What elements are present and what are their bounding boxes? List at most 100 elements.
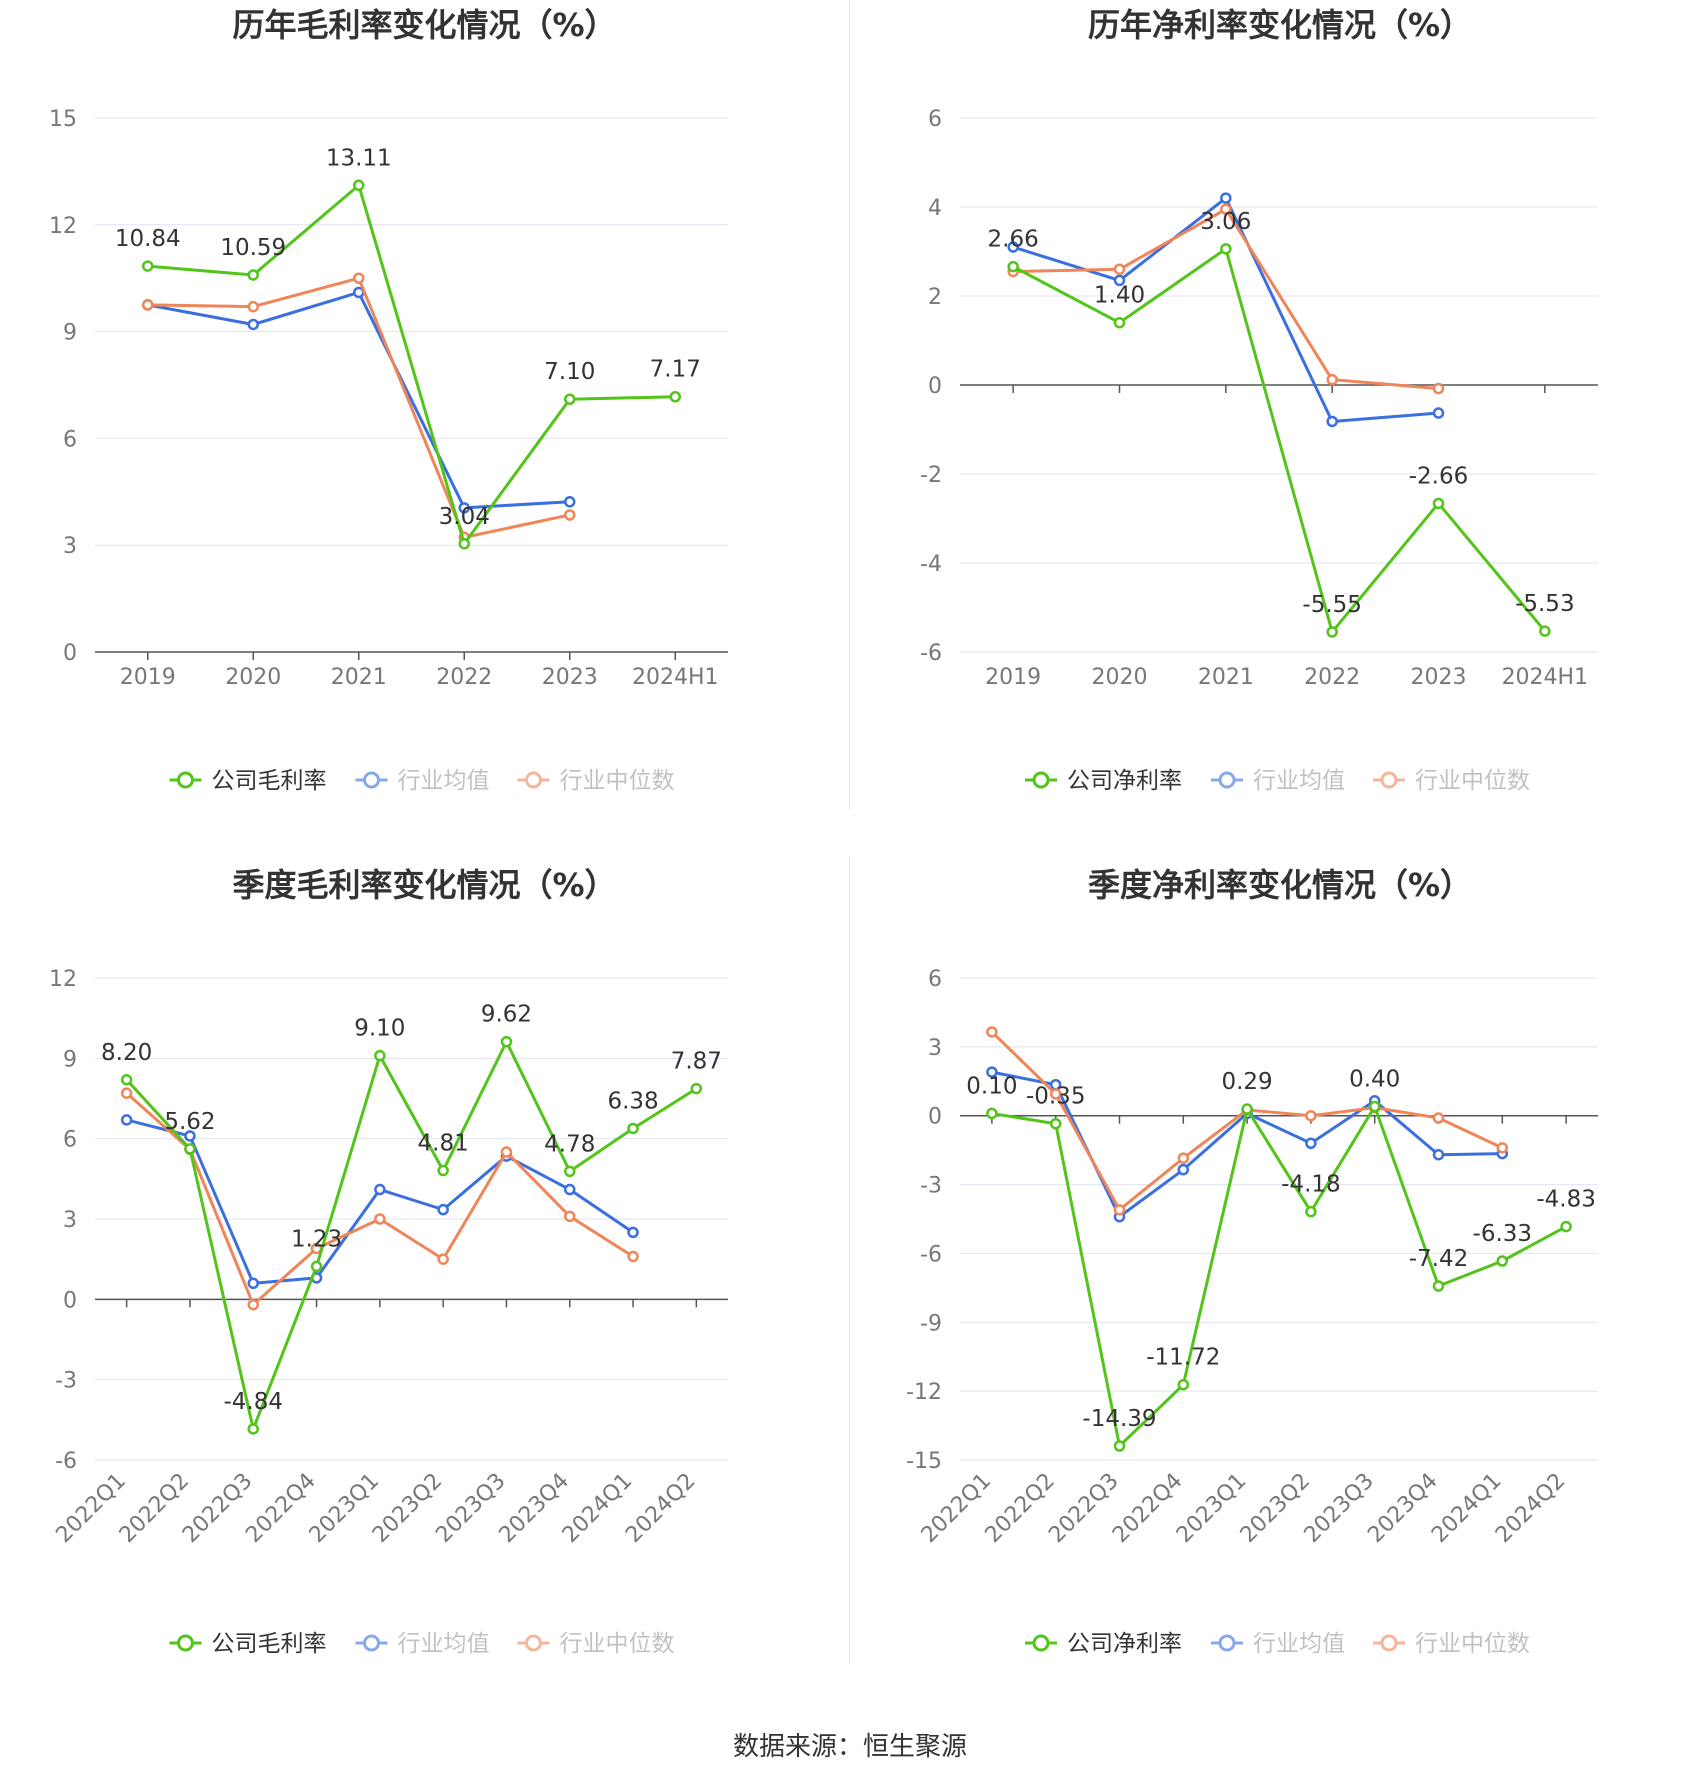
legend-item-company[interactable]: 公司毛利率 (169, 1631, 327, 1657)
data-point-company[interactable] (1305, 1205, 1317, 1218)
data-point-industry_median[interactable] (986, 1026, 998, 1038)
data-point-company[interactable] (564, 393, 576, 405)
data-point-company[interactable] (120, 1074, 133, 1086)
legend-item-company[interactable]: 公司净利率 (1025, 768, 1182, 794)
data-point-company[interactable] (184, 1143, 196, 1155)
x-tick-label: 2022Q2 (115, 1469, 194, 1548)
data-point-industry_median[interactable] (142, 299, 154, 311)
data-point-industry_median[interactable] (1177, 1152, 1190, 1164)
data-point-company[interactable] (1326, 626, 1338, 638)
y-tick-label: -9 (920, 1311, 942, 1336)
data-point-industry_median[interactable] (247, 1298, 259, 1311)
data-point-company[interactable] (1113, 316, 1126, 329)
data-point-company[interactable] (1368, 1100, 1381, 1113)
data-point-industry_avg[interactable] (184, 1130, 196, 1142)
data-point-company[interactable] (627, 1122, 639, 1135)
data-point-industry_median[interactable] (627, 1250, 639, 1263)
data-point-industry_avg[interactable] (1007, 241, 1019, 253)
data-point-company[interactable] (1241, 1103, 1253, 1115)
data-point-industry_avg[interactable] (564, 496, 576, 508)
data-point-industry_median[interactable] (564, 1210, 576, 1223)
data-point-company[interactable] (1432, 1280, 1445, 1292)
data-point-company[interactable] (1496, 1255, 1509, 1267)
data-point-industry_median[interactable] (353, 272, 365, 284)
data-point-company[interactable] (1220, 243, 1232, 255)
data-point-company[interactable] (310, 1260, 323, 1273)
data-point-industry_median[interactable] (1113, 1204, 1126, 1216)
legend-label: 行业中位数 (560, 768, 675, 794)
data-point-company[interactable] (142, 260, 154, 272)
data-point-industry_median[interactable] (247, 300, 259, 313)
data-point-industry_avg[interactable] (437, 1203, 449, 1216)
data-point-industry_median[interactable] (437, 1253, 449, 1265)
legend-item-industry_avg[interactable]: 行业均值 (355, 768, 490, 794)
data-point-industry_avg[interactable] (458, 502, 470, 514)
data-point-company[interactable] (1049, 1117, 1062, 1130)
legend-item-industry_median[interactable]: 行业中位数 (1373, 768, 1530, 794)
legend-marker (1218, 1634, 1236, 1652)
data-point-company[interactable] (247, 269, 259, 281)
data-point-company[interactable] (1432, 497, 1445, 510)
data-point-industry_avg[interactable] (1305, 1137, 1317, 1150)
data-point-industry_median[interactable] (1432, 382, 1445, 395)
data-point-company[interactable] (1560, 1220, 1572, 1233)
data-point-industry_median[interactable] (1326, 373, 1338, 386)
data-point-industry_avg[interactable] (627, 1226, 639, 1239)
data-point-industry_median[interactable] (1113, 263, 1126, 276)
data-point-company[interactable] (1539, 625, 1551, 637)
data-point-industry_avg[interactable] (120, 1114, 133, 1126)
legend-item-industry_median[interactable]: 行业中位数 (1373, 1631, 1530, 1657)
data-point-company[interactable] (458, 538, 470, 550)
data-point-company[interactable] (986, 1107, 998, 1120)
data-point-industry_avg[interactable] (247, 1277, 259, 1290)
data-point-industry_avg[interactable] (1432, 407, 1445, 419)
x-tick-label: 2023 (1411, 665, 1467, 690)
data-point-industry_avg[interactable] (1432, 1148, 1445, 1161)
data-point-industry_median[interactable] (374, 1213, 386, 1225)
legend-marker (525, 771, 542, 789)
x-tick-label: 2023Q2 (1236, 1469, 1315, 1548)
data-point-industry_avg[interactable] (374, 1183, 386, 1196)
data-point-company[interactable] (247, 1423, 259, 1435)
data-point-company[interactable] (500, 1035, 513, 1048)
data-point-company[interactable] (669, 390, 681, 403)
legend-item-industry_median[interactable]: 行业中位数 (517, 1631, 675, 1657)
x-tick-label: 2024Q1 (558, 1469, 637, 1548)
data-point-industry_median[interactable] (1220, 203, 1232, 215)
data-point-company[interactable] (690, 1082, 703, 1095)
legend-item-industry_median[interactable]: 行业中位数 (517, 768, 675, 794)
legend-item-industry_avg[interactable]: 行业均值 (1211, 1631, 1345, 1657)
data-point-company[interactable] (1007, 260, 1019, 273)
data-point-industry_avg[interactable] (1326, 415, 1338, 428)
data-point-company[interactable] (437, 1164, 449, 1177)
data-point-industry_median[interactable] (1305, 1109, 1317, 1122)
data-point-industry_median[interactable] (500, 1146, 513, 1158)
legend-item-company[interactable]: 公司净利率 (1025, 1631, 1182, 1657)
data-point-company[interactable] (353, 179, 365, 192)
legend-item-industry_avg[interactable]: 行业均值 (355, 1631, 490, 1657)
data-point-company[interactable] (564, 1165, 576, 1178)
data-label: 6.38 (607, 1088, 658, 1114)
data-point-industry_median[interactable] (120, 1087, 133, 1099)
x-tick-label: 2021 (1198, 665, 1254, 690)
legend-item-industry_avg[interactable]: 行业均值 (1211, 768, 1345, 794)
data-point-company[interactable] (1113, 1440, 1126, 1452)
data-point-industry_median[interactable] (564, 509, 576, 521)
legend-label: 行业中位数 (1415, 1631, 1530, 1657)
legend-item-company[interactable]: 公司毛利率 (169, 768, 327, 794)
data-point-company[interactable] (1177, 1378, 1190, 1391)
data-point-industry_median[interactable] (1049, 1088, 1062, 1100)
data-point-company[interactable] (374, 1049, 386, 1062)
data-point-industry_median[interactable] (1432, 1112, 1445, 1124)
data-point-industry_avg[interactable] (1220, 192, 1232, 204)
data-point-industry_median[interactable] (1496, 1142, 1509, 1154)
data-point-industry_avg[interactable] (986, 1066, 998, 1078)
chart-annual-net-margin: 历年净利率变化情况（%） -6 -4 -2 0 2 4 6 2019 2020 2021 2022 20… (860, 0, 1700, 820)
x-tick-label: 2023Q1 (1172, 1469, 1251, 1548)
data-point-industry_avg[interactable] (1113, 274, 1126, 287)
data-label: -6.33 (1473, 1221, 1533, 1247)
data-point-industry_avg[interactable] (247, 318, 259, 331)
data-point-industry_avg[interactable] (1177, 1163, 1190, 1176)
data-label: 0.29 (1221, 1069, 1272, 1095)
data-point-industry_avg[interactable] (564, 1183, 576, 1196)
